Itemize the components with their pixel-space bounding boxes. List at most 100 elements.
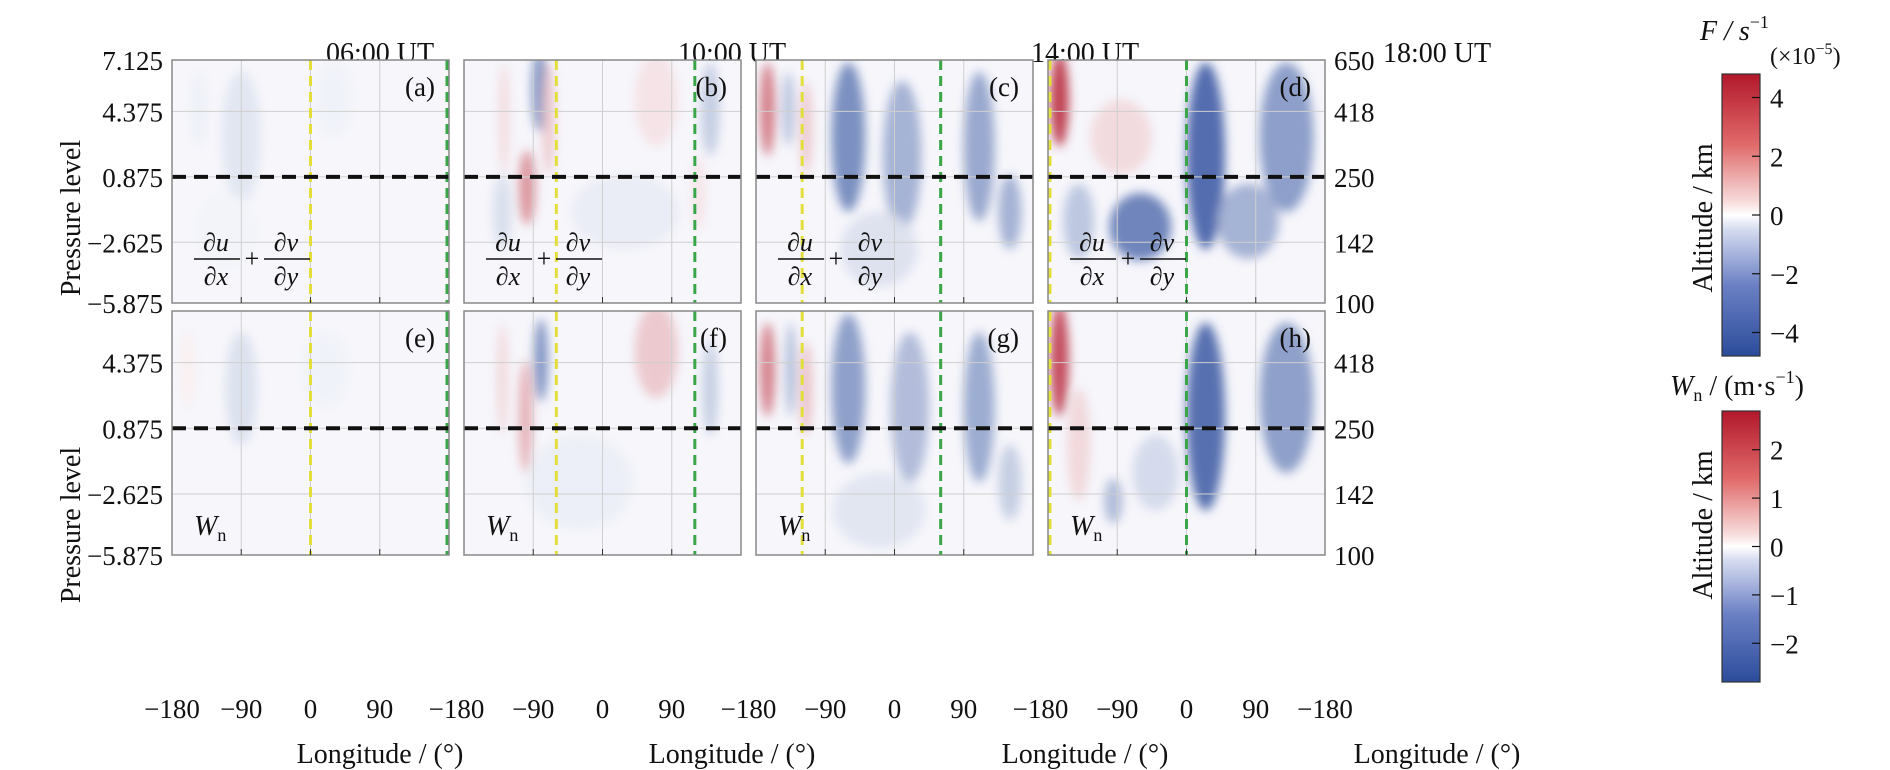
panel-a bbox=[172, 60, 449, 303]
divergence-plus: + bbox=[537, 244, 552, 273]
x-tick-label: −180 bbox=[721, 694, 777, 724]
panel-c bbox=[756, 60, 1033, 303]
y-tick-label: 7.125 bbox=[102, 46, 163, 76]
contour-feature bbox=[1109, 193, 1172, 261]
divergence-term: ∂x bbox=[1080, 262, 1105, 291]
altitude-tick-label: 100 bbox=[1334, 289, 1375, 319]
panel-letter: (g) bbox=[988, 323, 1019, 353]
contour-feature bbox=[1186, 322, 1225, 511]
contour-feature bbox=[799, 341, 813, 436]
panel-letter: (h) bbox=[1280, 323, 1311, 353]
panel-letter: (a) bbox=[405, 72, 435, 102]
wn-label: Wn bbox=[194, 511, 226, 545]
panel-letter: (d) bbox=[1280, 72, 1311, 102]
contour-feature bbox=[1050, 60, 1069, 147]
contour-feature bbox=[534, 318, 548, 402]
colorbar-top-scale: (×10−5) bbox=[1770, 41, 1841, 70]
contour-feature bbox=[759, 322, 776, 417]
x-tick-label: −90 bbox=[1096, 694, 1138, 724]
contour-feature bbox=[786, 322, 796, 417]
contour-feature bbox=[998, 174, 1022, 250]
contour-feature bbox=[700, 62, 720, 156]
colorbars: 4 2 0 −2 −4 2 1 0 −1 −2 bbox=[1721, 73, 1799, 683]
panel-letter: (f) bbox=[700, 323, 727, 353]
contour-feature bbox=[191, 71, 207, 147]
panel-e bbox=[172, 311, 449, 555]
divergence-label: ∂u ∂x + ∂v ∂y bbox=[1070, 228, 1186, 291]
colorbar-tick-label: −2 bbox=[1770, 260, 1799, 290]
contour-field bbox=[1050, 60, 1314, 261]
colorbar-tick-label: 2 bbox=[1770, 436, 1784, 466]
x-tick-label: −90 bbox=[512, 694, 554, 724]
altitude-tick-label: 100 bbox=[1334, 541, 1375, 571]
contour-feature bbox=[963, 332, 995, 483]
contour-feature bbox=[840, 211, 918, 287]
altitude-tick-label: 142 bbox=[1334, 480, 1375, 510]
panel-g bbox=[756, 311, 1033, 555]
contour-feature bbox=[799, 81, 813, 175]
contour-feature bbox=[493, 174, 512, 250]
divergence-term: ∂y bbox=[1150, 262, 1175, 291]
x-tick-label: −180 bbox=[144, 694, 200, 724]
divergence-plus: + bbox=[1121, 244, 1136, 273]
colorbar-tick-label: −2 bbox=[1770, 629, 1799, 659]
contour-feature bbox=[497, 322, 508, 436]
panel-h bbox=[1048, 311, 1325, 555]
x-tick-label: 90 bbox=[950, 694, 977, 724]
contour-feature bbox=[702, 341, 718, 436]
divergence-term: ∂u bbox=[1079, 228, 1105, 257]
y-label-right-bottom: Altitude / km bbox=[1688, 450, 1719, 600]
x-tick-label: −90 bbox=[220, 694, 262, 724]
divergence-term: ∂v bbox=[858, 228, 883, 257]
y-tick-label: −2.625 bbox=[87, 480, 163, 510]
contour-feature bbox=[314, 62, 353, 138]
colorbar-tick-label: 4 bbox=[1770, 84, 1784, 114]
colorbar-top-label: F / s−1 bbox=[1699, 12, 1769, 47]
y-tick-label: 4.375 bbox=[102, 97, 163, 127]
divergence-term: ∂y bbox=[566, 262, 591, 291]
contour-field bbox=[1050, 311, 1314, 524]
contour-feature bbox=[831, 313, 866, 464]
contour-feature bbox=[542, 62, 555, 175]
contour-feature bbox=[1217, 183, 1279, 259]
contour-feature bbox=[832, 472, 926, 548]
contour-feature bbox=[759, 62, 776, 156]
colorbar-tick-label: 0 bbox=[1770, 533, 1784, 563]
x-tick-label: 0 bbox=[1180, 694, 1194, 724]
x-tick-label: −180 bbox=[429, 694, 485, 724]
contour-feature bbox=[634, 60, 678, 147]
divergence-term: ∂y bbox=[858, 262, 883, 291]
y-tick-label: 4.375 bbox=[102, 349, 163, 379]
contour-feature bbox=[1067, 388, 1091, 502]
wn-label: Wn bbox=[1070, 511, 1102, 545]
contour-field bbox=[497, 311, 718, 530]
panel-letter: (e) bbox=[405, 323, 435, 353]
divergence-term: ∂u bbox=[495, 228, 521, 257]
colorbar-tick-label: −1 bbox=[1770, 581, 1799, 611]
contour-feature bbox=[302, 332, 349, 408]
contour-feature bbox=[1132, 435, 1179, 511]
contour-feature bbox=[998, 444, 1022, 520]
y-tick-label: −5.875 bbox=[87, 289, 163, 319]
contour-feature bbox=[1063, 183, 1095, 259]
divergence-term: ∂x bbox=[204, 262, 229, 291]
contour-feature bbox=[518, 150, 536, 225]
x-tick-label: −180 bbox=[1297, 694, 1353, 724]
divergence-label: ∂u ∂x + ∂v ∂y bbox=[486, 228, 602, 291]
colorbar-tick-label: 2 bbox=[1770, 142, 1784, 172]
panel-letter: (c) bbox=[989, 72, 1019, 102]
divergence-term: ∂y bbox=[274, 262, 299, 291]
x-tick-label: 90 bbox=[658, 694, 685, 724]
panel-letter: (b) bbox=[696, 72, 727, 102]
panel-b bbox=[464, 60, 741, 303]
contour-feature bbox=[1050, 311, 1069, 417]
altitude-tick-label: 418 bbox=[1334, 97, 1375, 127]
contour-field bbox=[759, 313, 1022, 548]
y-tick-label: −5.875 bbox=[87, 541, 163, 571]
altitude-tick-label: 142 bbox=[1334, 228, 1375, 258]
colorbar-tick-label: −4 bbox=[1770, 319, 1799, 349]
y-label-right-top: Altitude / km bbox=[1688, 143, 1719, 293]
divergence-term: ∂u bbox=[203, 228, 229, 257]
colorbar-top: 4 2 0 −2 −4 bbox=[1721, 73, 1799, 357]
